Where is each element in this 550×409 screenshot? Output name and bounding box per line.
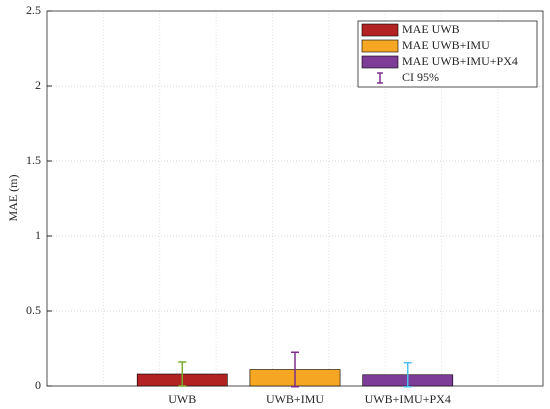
legend-label: MAE UWB <box>402 22 460 36</box>
y-tick-label: 0 <box>35 378 41 392</box>
x-tick-label: UWB <box>168 392 196 406</box>
y-tick-label: 2.5 <box>26 3 41 17</box>
x-tick-label: UWB+IMU <box>266 392 324 406</box>
legend-label: MAE UWB+IMU+PX4 <box>402 54 518 68</box>
legend-swatch <box>361 39 399 53</box>
legend-label: CI 95% <box>402 70 439 84</box>
error-bar <box>291 351 299 388</box>
legend-error-icon <box>377 72 383 84</box>
legend-swatch <box>361 23 399 37</box>
legend-label: MAE UWB+IMU <box>402 38 490 52</box>
x-tick-label: UWB+IMU+PX4 <box>365 392 451 406</box>
y-tick-label: 2 <box>35 78 41 92</box>
error-bar <box>178 361 187 387</box>
error-bar <box>403 362 412 388</box>
y-axis-label: MAE (m) <box>6 175 20 222</box>
y-tick-label: 1 <box>35 228 41 242</box>
y-tick-label: 1.5 <box>26 153 41 167</box>
legend-swatch <box>361 55 399 69</box>
y-tick-label: 0.5 <box>26 303 41 317</box>
